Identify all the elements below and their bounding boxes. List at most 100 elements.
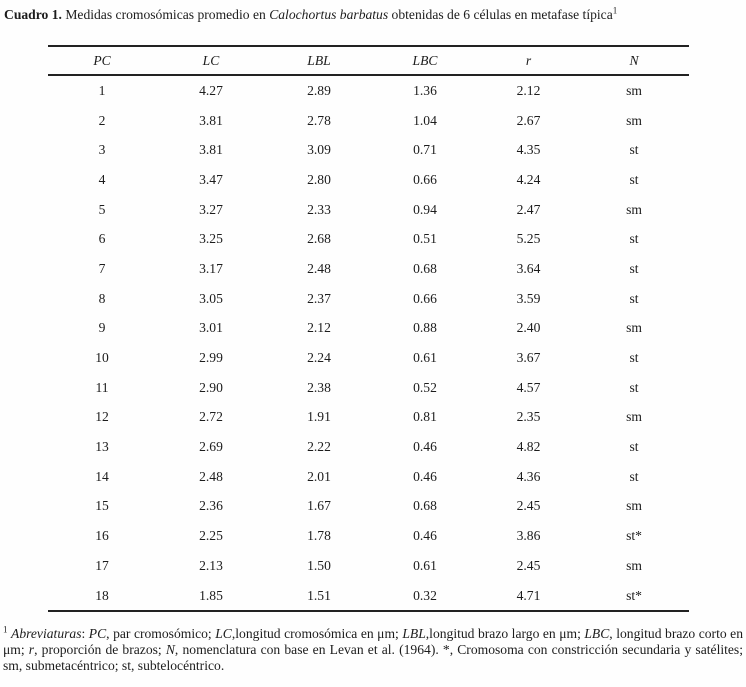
table-cell: 17	[95, 557, 109, 573]
table-row: 1 4.27 2.89 1.36 2.12 sm	[48, 75, 689, 106]
table-cell: 3.86	[516, 528, 541, 544]
table-row: 14 2.48 2.01 0.46 4.36 st	[48, 462, 689, 492]
table-cell: 7	[98, 260, 106, 276]
table-cell: 13	[95, 439, 109, 455]
table-cell: 0.66	[413, 290, 437, 306]
table-cell: 2.80	[307, 171, 331, 187]
table-cell: 2.01	[307, 468, 331, 484]
table-cell: 1.51	[307, 587, 331, 603]
table-cell: 2.12	[516, 82, 541, 98]
table-cell: 3.27	[199, 201, 223, 217]
table-row: 16 2.25 1.78 0.46 3.86 st*	[48, 521, 689, 551]
table-row: 3 3.81 3.09 0.71 4.35 st	[48, 135, 689, 165]
table-cell: 3.64	[516, 260, 541, 276]
table-cell: 0.94	[413, 201, 437, 217]
table-cell: 3.01	[199, 320, 223, 336]
table-cell: sm	[626, 409, 642, 425]
table-cell: 2.37	[307, 290, 331, 306]
table-row: 7 3.17 2.48 0.68 3.64 st	[48, 254, 689, 284]
column-header-lbc: LBC	[412, 52, 438, 68]
table-row: 4 3.47 2.80 0.66 4.24 st	[48, 165, 689, 195]
table-cell: 0.51	[413, 231, 437, 247]
table-cell: 3.81	[199, 142, 223, 158]
table-cell: 2.22	[307, 439, 331, 455]
table-cell: st	[629, 379, 639, 395]
table-cell: 2.45	[516, 557, 541, 573]
table-cell: 10	[95, 350, 109, 366]
table-cell: 1.36	[413, 82, 437, 98]
table-cell: 15	[95, 498, 109, 514]
table-cell: 2.24	[307, 350, 331, 366]
table-cell: 4.36	[516, 468, 541, 484]
table-cell: st*	[626, 528, 642, 544]
measurements-table: PC LC LBL LBC r N 1 4.27 2.89 1.36 2.12 sm 2 3.…	[48, 45, 689, 613]
table-cell: 2.89	[307, 82, 331, 98]
table-cell: 0.68	[413, 260, 437, 276]
column-header-lbl: LBL	[307, 52, 331, 68]
table-cell: 2	[98, 112, 106, 128]
table-cell: 2.67	[516, 112, 541, 128]
table-cell: 2.68	[307, 231, 331, 247]
table-cell: 3.81	[199, 112, 223, 128]
table-row: 12 2.72 1.91 0.81 2.35 sm	[48, 403, 689, 433]
table-cell: sm	[626, 82, 642, 98]
table-cell: 3.59	[516, 290, 541, 306]
table-cell: st	[629, 468, 639, 484]
table-cell: 2.40	[516, 320, 541, 336]
text-segment: LBL	[402, 626, 426, 641]
table-cell: st	[629, 350, 639, 366]
table-cell: 2.90	[199, 379, 223, 395]
table-cell: 0.61	[413, 557, 437, 573]
table-cell: st	[629, 142, 639, 158]
table-cell: 4.24	[516, 171, 541, 187]
table-cell: 1.04	[413, 112, 437, 128]
table-cell: 16	[95, 528, 109, 544]
text-segment: LC	[215, 626, 232, 641]
table-cell: st	[629, 231, 639, 247]
table-row: 2 3.81 2.78 1.04 2.67 sm	[48, 106, 689, 136]
text-segment: LBC	[584, 626, 610, 641]
table-cell: 0.46	[413, 439, 437, 455]
table-cell: 1	[98, 82, 106, 98]
table-row: 13 2.69 2.22 0.46 4.82 st	[48, 432, 689, 462]
table-cell: 0.46	[413, 468, 437, 484]
table-cell: 4.57	[516, 379, 541, 395]
table-cell: 2.25	[199, 528, 223, 544]
table-cell: 0.32	[413, 587, 437, 603]
table-cell: 2.45	[516, 498, 541, 514]
table-cell: 3.67	[516, 350, 541, 366]
table-cell: sm	[626, 498, 642, 514]
table-cell: 2.78	[307, 112, 331, 128]
table-cell: 2.35	[516, 409, 541, 425]
table-cell: 0.61	[413, 350, 437, 366]
text-segment: 1	[612, 5, 618, 16]
table-cell: 3.09	[307, 142, 331, 158]
table-cell: 5	[98, 201, 106, 217]
text-segment: PC	[88, 626, 107, 641]
table-cell: 4.35	[516, 142, 541, 158]
table-cell: 2.12	[307, 320, 331, 336]
table-cell: 4	[98, 171, 106, 187]
table-cell: 14	[95, 468, 109, 484]
table-cell: 2.48	[307, 260, 331, 276]
table-row: 6 3.25 2.68 0.51 5.25 st	[48, 224, 689, 254]
table-cell: 3.17	[199, 260, 223, 276]
table-cell: 0.52	[413, 379, 437, 395]
column-header-pc: PC	[93, 52, 111, 68]
table-cell: 2.48	[199, 468, 223, 484]
table-row: 9 3.01 2.12 0.88 2.40 sm	[48, 314, 689, 344]
table-cell: 2.13	[199, 557, 223, 573]
table-cell: 2.69	[199, 439, 223, 455]
table-cell: 4.71	[516, 587, 541, 603]
table-cell: st	[629, 171, 639, 187]
table-cell: 1.67	[307, 498, 331, 514]
table-cell: 1.78	[307, 528, 331, 544]
table-cell: 0.88	[413, 320, 437, 336]
text-segment: obtenidas de 6 células en metafase típic…	[388, 7, 613, 22]
header-row: PC LC LBL LBC r N	[48, 46, 689, 75]
table-row: 5 3.27 2.33 0.94 2.47 sm	[48, 195, 689, 225]
table-cell: 2.99	[199, 350, 223, 366]
text-segment: Calochortus barbatus	[269, 7, 389, 22]
table-cell: 1.85	[199, 587, 223, 603]
